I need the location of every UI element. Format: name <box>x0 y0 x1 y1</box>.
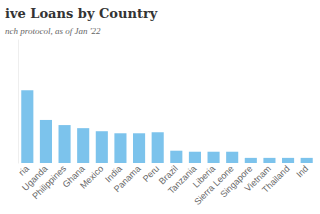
svg-text:nch protocol, as of Jan '22: nch protocol, as of Jan '22 <box>5 26 101 36</box>
svg-text:Liberia: Liberia <box>190 163 218 190</box>
svg-text:Vietnam: Vietnam <box>242 163 273 194</box>
svg-text:Uganda: Uganda <box>20 163 50 193</box>
svg-text:Mexico: Mexico <box>78 163 105 190</box>
svg-text:Thailand: Thailand <box>260 163 291 194</box>
svg-text:Brazil: Brazil <box>156 163 180 187</box>
svg-text:Singapore: Singapore <box>218 163 255 200</box>
svg-text:Panama: Panama <box>112 163 143 194</box>
svg-text:ria: ria <box>17 163 31 177</box>
svg-text:Ghana: Ghana <box>60 163 87 190</box>
svg-text:Ind: Ind <box>294 163 310 179</box>
svg-text:Tanzania: Tanzania <box>166 163 199 196</box>
svg-text:Peru: Peru <box>140 163 162 184</box>
svg-text:ive Loans by Country: ive Loans by Country <box>5 6 158 21</box>
svg-text:India: India <box>103 163 124 185</box>
svg-text:Sierra Leone: Sierra Leone <box>192 163 236 207</box>
svg-text:Philippines: Philippines <box>30 163 69 202</box>
